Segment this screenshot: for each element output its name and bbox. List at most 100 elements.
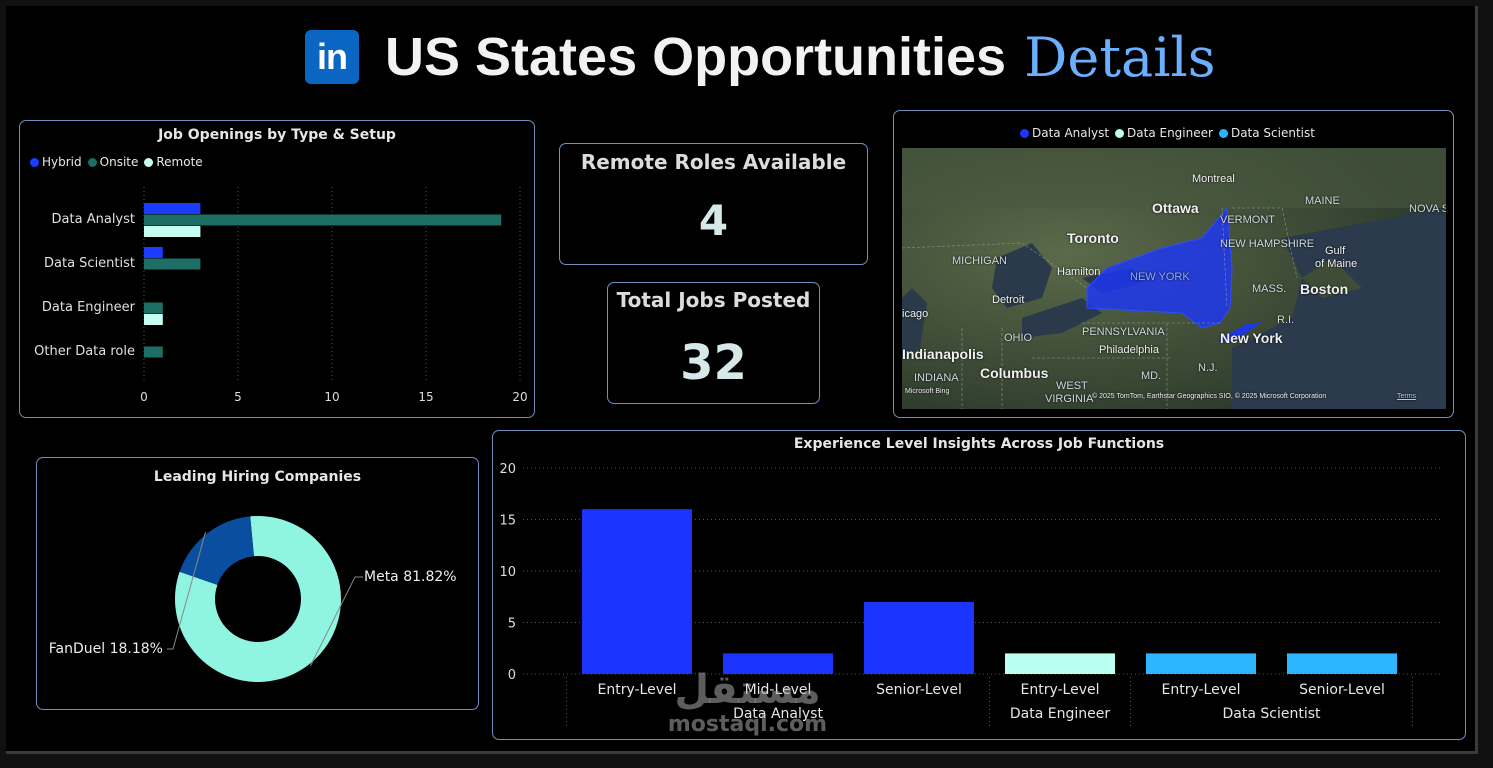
x-category-label: Senior-Level (876, 682, 962, 698)
cape-cod (1302, 258, 1362, 298)
x-tick-label: 5 (234, 390, 242, 404)
job-openings-chart: 0 5 10 15 20 Data Analyst Data Scientist Data E… (34, 187, 528, 404)
companies-donut-chart: Meta 81.82% FanDuel 18.18% (49, 516, 457, 682)
bar-data-analyst (723, 653, 833, 674)
map-label-of-maine: of Maine (1315, 258, 1358, 270)
map-label-indianapolis: Indianapolis (902, 346, 984, 362)
map-terms-link[interactable]: Terms (1397, 393, 1417, 400)
x-tick-label: 0 (140, 390, 148, 404)
legend-item-data-analyst[interactable]: Data Analyst (1020, 126, 1109, 140)
linkedin-icon: in (305, 30, 359, 84)
map-label-west: WEST (1056, 380, 1088, 392)
legend-label-data-analyst: Data Analyst (1032, 126, 1110, 140)
donut-slice-fanduel (179, 516, 254, 585)
atlantic-ocean (1232, 208, 1446, 409)
lake-michigan (902, 288, 927, 358)
long-island-region[interactable] (1217, 322, 1262, 343)
donut-slice-meta (175, 516, 341, 682)
bar-onsite (144, 346, 163, 358)
legend-item-remote[interactable]: Remote (144, 155, 203, 169)
bar-data-analyst (864, 601, 974, 674)
map-label-chicago: icago (902, 308, 929, 320)
legend-dot-data-analyst (1020, 128, 1029, 138)
page-title-accent: Details (1024, 25, 1216, 89)
legend-item-data-engineer[interactable]: Data Engineer (1115, 126, 1213, 140)
job-openings-legend[interactable]: Hybrid Onsite Remote (30, 155, 209, 169)
bar-data-engineer (1005, 653, 1115, 674)
x-category-label: Senior-Level (1299, 682, 1385, 698)
map-label-new-york-state: NEW YORK (1130, 271, 1190, 283)
map-label-new-york-city: New York (1220, 330, 1283, 346)
page-header: in US States Opportunities Details (305, 22, 1216, 92)
remote-roles-label: Remote Roles Available (580, 150, 847, 174)
lake-huron (992, 243, 1052, 308)
donut-label: Meta 81.82% (364, 569, 457, 585)
map-label-maryland: MD. (1141, 370, 1162, 382)
bing-logo-label: Microsoft Bing (905, 388, 950, 395)
map-label-pennsylvania: PENNSYLVANIA (1082, 326, 1165, 338)
x-group-label: Data Engineer (1010, 706, 1110, 722)
legend-label-data-scientist: Data Scientist (1230, 126, 1315, 140)
map-label-columbus: Columbus (980, 365, 1049, 381)
bar-remote (144, 226, 201, 237)
legend-dot-hybrid (30, 157, 39, 167)
remote-roles-value: 4 (698, 196, 729, 245)
bar-hybrid (144, 203, 201, 214)
map-label-ohio: OHIO (1004, 332, 1033, 344)
legend-item-onsite[interactable]: Onsite (87, 155, 139, 169)
map-label-boston: Boston (1300, 281, 1349, 297)
map-legend[interactable]: Data Analyst Data Engineer Data Scientis… (1020, 126, 1321, 140)
watermark-arabic: مستقل (674, 667, 821, 713)
job-openings-panel[interactable]: Job Openings by Type & Setup Hybrid Onsi… (19, 120, 535, 418)
donut-leader-line (310, 576, 363, 667)
x-tick-label: 20 (512, 390, 527, 404)
legend-label-hybrid: Hybrid (42, 155, 82, 169)
legend-label-data-engineer: Data Engineer (1127, 126, 1213, 140)
experience-panel[interactable]: Experience Level Insights Across Job Fun… (492, 430, 1466, 740)
total-jobs-card: Total Jobs Posted 32 (607, 282, 820, 404)
x-group-label: Data Analyst (733, 706, 823, 722)
x-group-label: Data Scientist (1223, 706, 1322, 722)
legend-label-onsite: Onsite (99, 155, 139, 169)
legend-item-data-scientist[interactable]: Data Scientist (1218, 126, 1315, 140)
bar-remote (144, 314, 163, 325)
map-label-toronto: Toronto (1067, 230, 1119, 246)
map-canvas[interactable]: Montreal Ottawa Toronto Hamilton Detroit… (902, 148, 1446, 409)
legend-dot-data-engineer (1115, 128, 1125, 138)
y-category-label: Data Engineer (42, 300, 136, 315)
map-label-massachusetts: MASS. (1252, 283, 1287, 295)
x-category-label: Mid-Level (745, 682, 812, 698)
new-york-region[interactable] (1086, 206, 1233, 329)
x-tick-label: 10 (324, 390, 339, 404)
map-label-montreal: Montreal (1192, 173, 1235, 185)
bar-data-scientist (1146, 653, 1256, 674)
bar-data-scientist (1287, 653, 1397, 674)
bar-onsite (144, 214, 502, 226)
x-category-label: Entry-Level (1020, 682, 1099, 698)
map-label-nova-scotia: NOVA S (1409, 203, 1446, 215)
map-attribution: © 2025 TomTom, Earthstar Geographics SIO… (1092, 393, 1327, 400)
map-label-detroit: Detroit (992, 294, 1025, 306)
legend-dot-data-scientist (1218, 128, 1228, 138)
y-tick-label: 0 (508, 668, 516, 683)
lake-erie (1022, 298, 1102, 338)
map-label-virginia: VIRGINIA (1045, 393, 1094, 405)
donut-leader-line (167, 531, 207, 650)
job-openings-title: Job Openings by Type & Setup (158, 127, 396, 143)
map-label-vermont: VERMONT (1220, 214, 1275, 226)
legend-item-hybrid[interactable]: Hybrid (30, 155, 82, 169)
companies-title: Leading Hiring Companies (153, 469, 362, 485)
companies-panel[interactable]: Leading Hiring Companies Meta 81.82% FanD… (36, 457, 479, 710)
map-label-indiana: INDIANA (914, 372, 959, 384)
bar-onsite (144, 258, 201, 270)
y-category-label: Data Scientist (44, 256, 135, 271)
bar-data-analyst (582, 509, 692, 674)
bar-onsite (144, 302, 163, 314)
experience-chart: 0 5 10 15 20 Entry-Level Mid-Level Senior-Level… (499, 462, 1443, 727)
map-terrain (902, 148, 1446, 409)
total-jobs-value: 32 (680, 335, 747, 391)
mostaql-watermark: مستقل mostaql.com (655, 668, 840, 738)
map-panel[interactable]: Data Analyst Data Engineer Data Scientis… (893, 110, 1454, 418)
map-label-new-jersey: N.J. (1198, 362, 1218, 374)
map-label-maine: MAINE (1305, 195, 1340, 207)
